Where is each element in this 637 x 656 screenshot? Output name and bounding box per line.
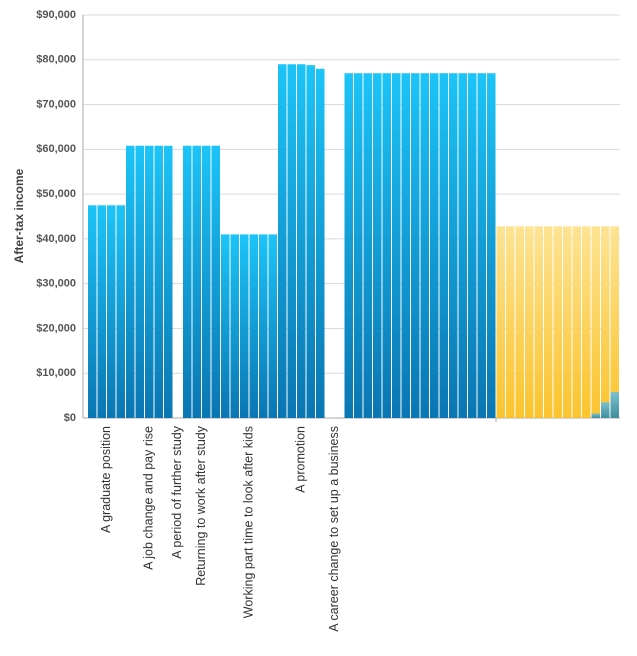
bar: [401, 73, 410, 418]
bar: [354, 73, 363, 418]
bar: [183, 145, 192, 419]
bar: [249, 234, 258, 418]
bar: [420, 73, 429, 418]
bar: [572, 226, 581, 418]
bar: [221, 234, 230, 418]
y-tick-label: $80,000: [36, 54, 76, 66]
bar: [458, 73, 467, 418]
x-tick-label: Returning to work after study: [194, 425, 208, 586]
bar: [544, 226, 553, 418]
x-tick-label: A period of further study: [170, 425, 184, 558]
bar: [392, 73, 401, 418]
y-tick-label: $10,000: [36, 367, 76, 379]
x-tick-label: A graduate position: [99, 426, 113, 533]
bar: [268, 234, 277, 418]
bar: [316, 68, 325, 418]
bar: [601, 226, 610, 418]
bar: [525, 226, 534, 418]
bar: [116, 205, 125, 418]
bar: [126, 145, 135, 419]
x-tick-label: A job change and pay rise: [142, 426, 156, 570]
bar: [477, 73, 486, 418]
bar: [202, 145, 211, 419]
y-tick-label: $60,000: [36, 143, 76, 155]
bar: [563, 226, 572, 418]
bar: [591, 413, 600, 418]
bar: [610, 226, 619, 418]
y-tick-label: $40,000: [36, 233, 76, 245]
bar: [582, 226, 591, 418]
y-axis-label: After-tax income: [12, 168, 26, 263]
bar: [97, 205, 106, 418]
bar: [601, 402, 610, 418]
bar: [297, 64, 306, 418]
bar: [515, 226, 524, 418]
bar: [287, 64, 296, 418]
bar: [468, 73, 477, 418]
y-tick-label: $50,000: [36, 188, 76, 200]
bar: [373, 73, 382, 418]
bar: [411, 73, 420, 418]
x-tick-label: A promotion: [294, 426, 308, 493]
bar: [591, 226, 600, 418]
bar: [496, 226, 505, 418]
x-tick-label: A career change to set up a business: [327, 426, 341, 632]
bar: [506, 226, 515, 418]
bar: [487, 73, 496, 418]
bar: [439, 73, 448, 418]
bar: [107, 205, 116, 418]
bar: [154, 145, 163, 419]
y-tick-label: $20,000: [36, 322, 76, 334]
bar: [382, 73, 391, 418]
bar: [610, 392, 619, 418]
bar: [306, 65, 315, 418]
y-tick-label: $30,000: [36, 278, 76, 290]
bar: [553, 226, 562, 418]
bar: [145, 145, 154, 419]
y-tick-label: $70,000: [36, 98, 76, 110]
bar: [278, 64, 287, 418]
x-tick-label: Working part time to look after kids: [241, 426, 255, 618]
bar: [240, 234, 249, 418]
bar: [259, 234, 268, 418]
bar: [230, 234, 239, 418]
bar: [211, 145, 220, 419]
bar: [363, 73, 372, 418]
bar: [88, 205, 97, 418]
bar: [344, 73, 353, 418]
bar: [534, 226, 543, 418]
y-tick-label: $0: [64, 412, 76, 424]
bar: [430, 73, 439, 418]
bar: [192, 145, 201, 419]
bar: [135, 145, 144, 419]
bar: [449, 73, 458, 418]
y-tick-label: $90,000: [36, 9, 76, 21]
bar: [164, 145, 173, 419]
